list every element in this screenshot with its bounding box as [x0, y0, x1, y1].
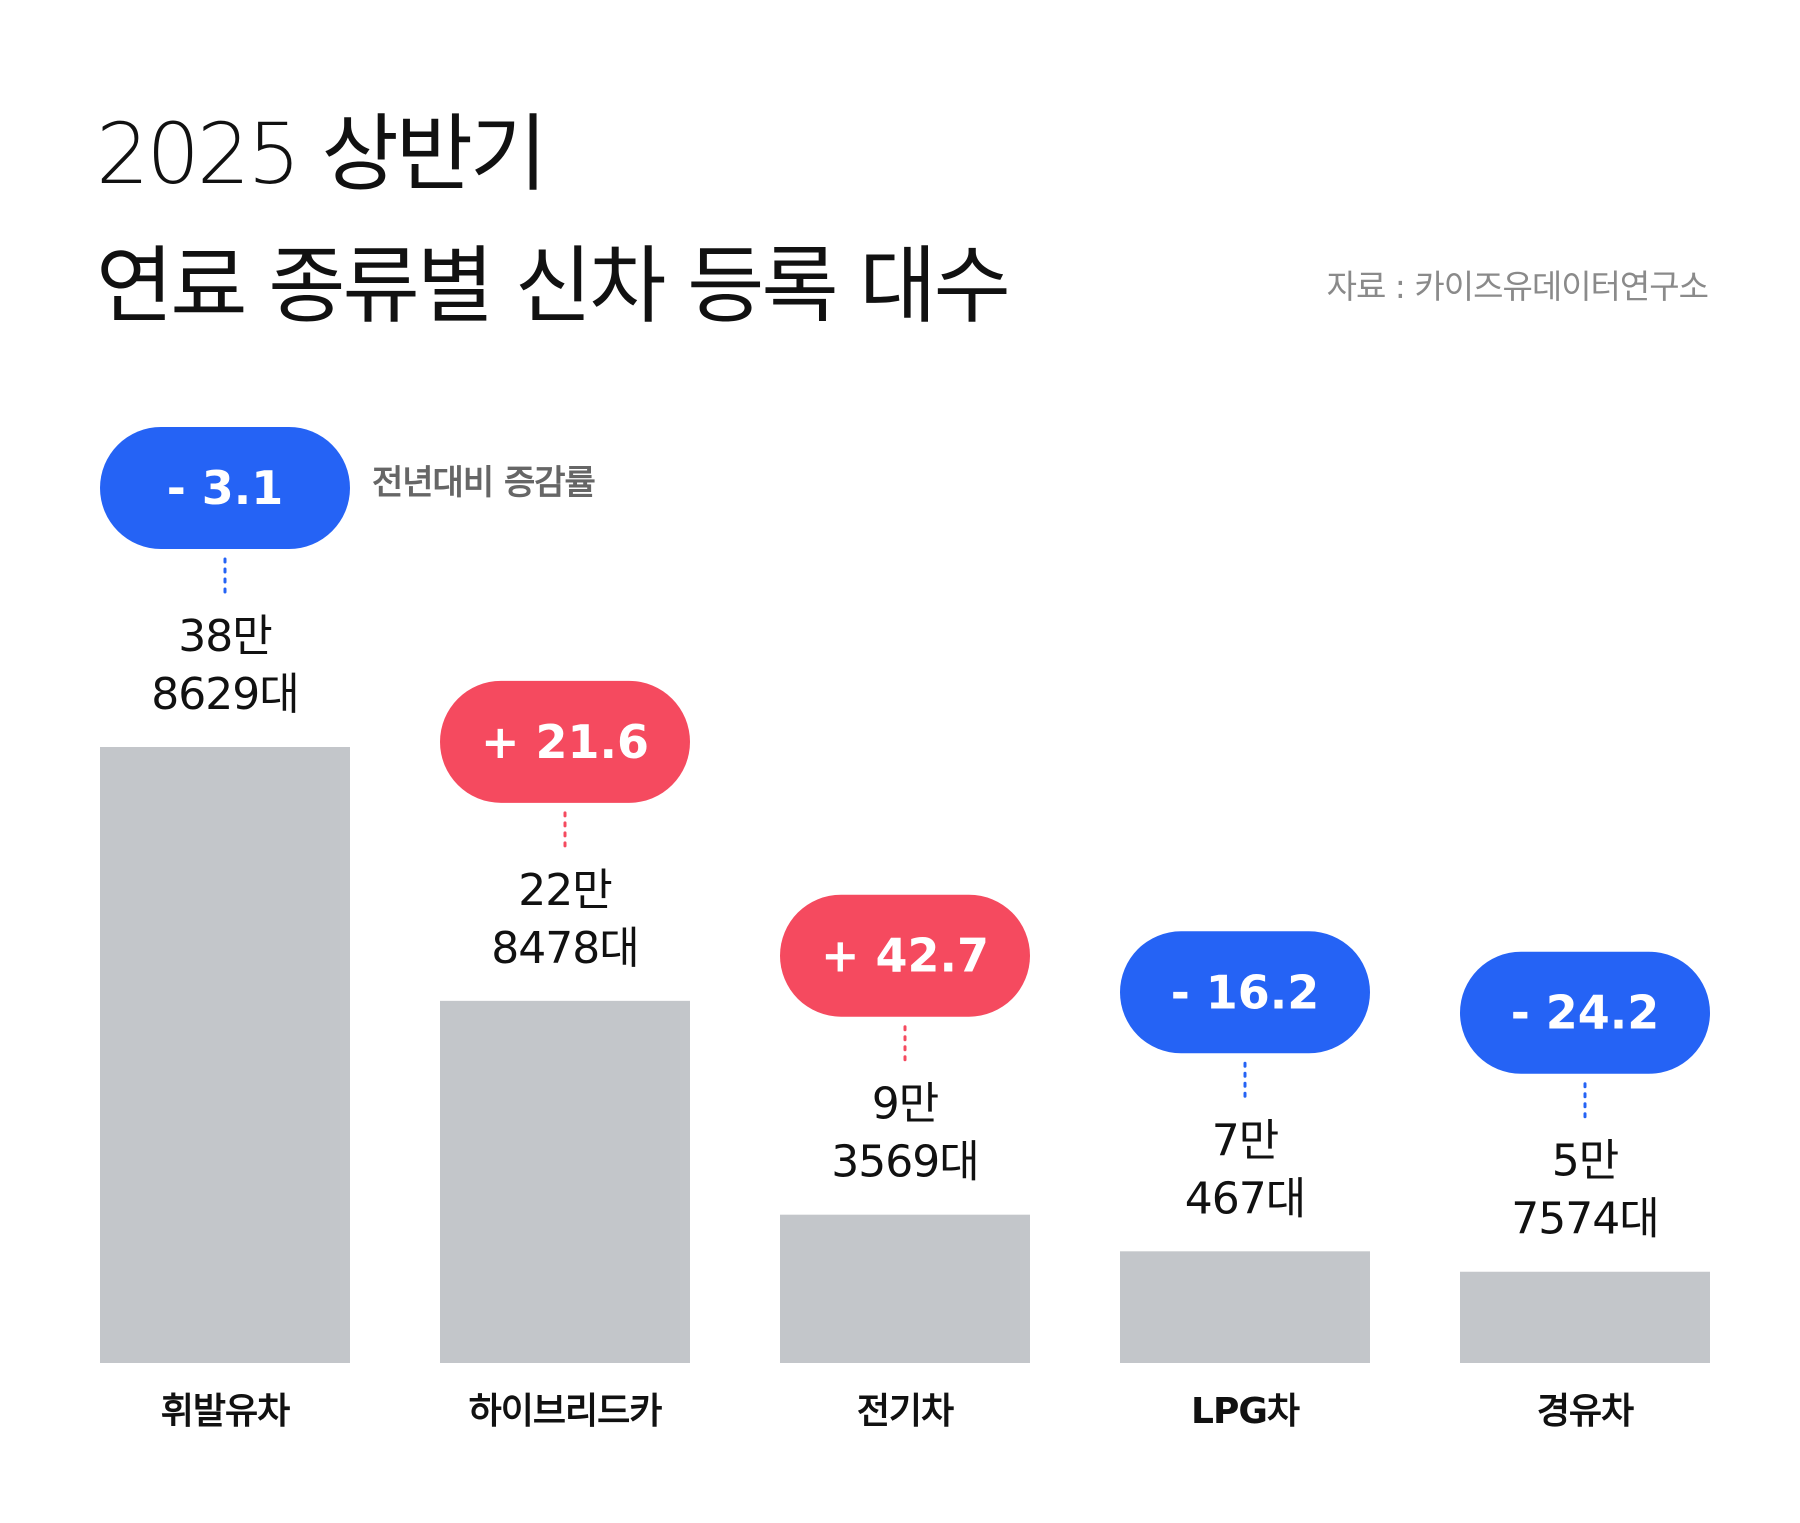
change-pill	[440, 680, 690, 803]
chart-title-line-2: 연료 종류별 신차 등록 대수	[96, 237, 1011, 335]
bar	[780, 1214, 1030, 1363]
value-label: 8629대	[151, 669, 298, 720]
value-label: 9만	[872, 1079, 938, 1130]
category-label: 휘발유차	[161, 1391, 290, 1432]
value-label: 8478대	[491, 923, 638, 974]
value-label: 3569대	[831, 1137, 978, 1188]
value-label: 38만	[178, 611, 271, 662]
change-pill	[1120, 931, 1370, 1054]
source-note: 자료 : 카이즈유데이터연구소	[1326, 267, 1709, 306]
value-label: 5만	[1552, 1136, 1618, 1187]
category-label: 전기차	[857, 1391, 954, 1432]
value-label: 22만	[518, 865, 611, 916]
change-label: - 3.1	[167, 461, 284, 515]
change-label: + 21.6	[481, 715, 649, 769]
change-pill	[100, 427, 350, 549]
change-label: + 42.7	[821, 929, 989, 983]
bar	[1460, 1271, 1710, 1363]
bar	[1120, 1251, 1370, 1363]
chart-title: 2025 상반기 연료 종류별 신차 등록 대수	[96, 88, 1011, 352]
value-label: 7574대	[1511, 1194, 1658, 1245]
category-label: LPG차	[1191, 1391, 1300, 1432]
value-label: 7만	[1212, 1115, 1278, 1166]
category-label: 경유차	[1537, 1391, 1634, 1432]
value-label: 467대	[1185, 1173, 1305, 1224]
change-label: - 16.2	[1171, 965, 1320, 1019]
change-legend-label: 전년대비 증감률	[372, 463, 596, 503]
category-label: 하이브리드카	[469, 1391, 663, 1432]
change-pill	[1460, 951, 1710, 1074]
chart-title-line-1: 2025 상반기	[96, 105, 547, 203]
change-pill	[780, 894, 1030, 1017]
bar	[100, 747, 350, 1363]
change-label: - 24.2	[1511, 986, 1660, 1040]
bar	[440, 1000, 690, 1363]
